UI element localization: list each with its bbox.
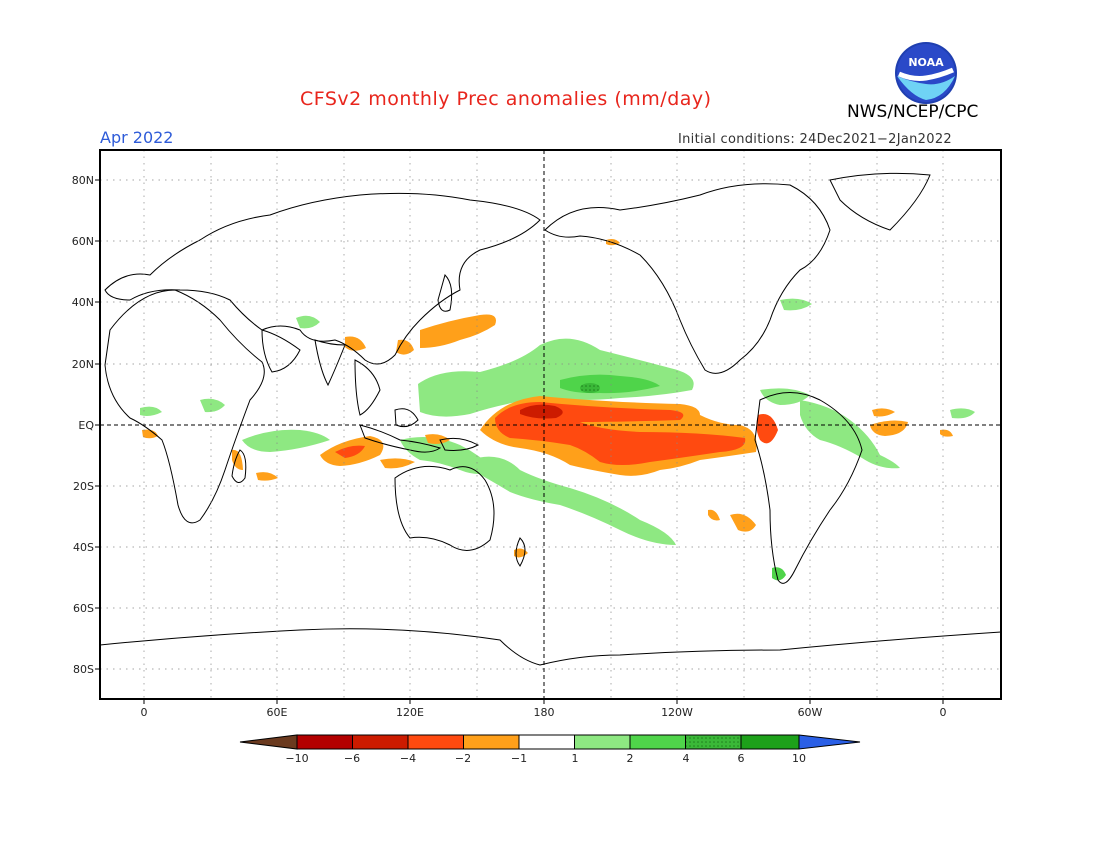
dry-se-pacific-small — [708, 509, 720, 521]
coast-greenland — [829, 172, 931, 231]
dry-east-china — [396, 339, 414, 355]
wet-indian-ocean-south — [242, 429, 330, 452]
coast-arabia — [261, 329, 301, 373]
dry-equatorial-pacific-core — [495, 402, 746, 465]
lat-label: 80N — [72, 174, 94, 187]
colorbar-swatch — [463, 734, 520, 750]
agency-label: NWS/NCEP/CPC — [847, 102, 979, 122]
dry-bay-of-bengal — [345, 336, 366, 351]
colorbar-swatch — [685, 734, 742, 750]
colorbar-swatch — [629, 734, 686, 750]
coast-australia — [394, 465, 495, 551]
wet-hatched-core — [580, 383, 600, 393]
coast-south-america — [754, 392, 863, 584]
dry-gulf-guinea — [142, 429, 158, 439]
colorbar-label: −6 — [344, 752, 360, 765]
coast-new-zealand — [515, 537, 526, 567]
dry-west-pacific — [420, 314, 496, 348]
coast-eurasia — [104, 192, 541, 365]
lat-label: 20S — [73, 480, 94, 493]
coast-japan — [437, 274, 453, 312]
dry-africa-east-coast — [232, 449, 243, 470]
wet-south-america-amazon — [800, 400, 900, 469]
colorbar-label: 10 — [792, 752, 806, 765]
lat-label: EQ — [78, 419, 94, 432]
dry-dateline-max — [520, 404, 563, 419]
colorbar-high-arrow — [798, 734, 861, 750]
lat-label: 20N — [72, 358, 94, 371]
lat-label: 40S — [73, 541, 94, 554]
colorbar-label: −4 — [400, 752, 416, 765]
colorbar-label: 6 — [738, 752, 745, 765]
lat-label: 60N — [72, 235, 94, 248]
wet-arabia — [296, 315, 320, 329]
colorbar-label: −10 — [285, 752, 308, 765]
dry-atlantic-east — [940, 429, 953, 437]
lon-label: 180 — [534, 706, 555, 719]
lon-label: 120E — [396, 706, 424, 719]
lat-label: 80S — [73, 663, 94, 676]
colorbar — [239, 734, 861, 750]
noaa-logo-text: NOAA — [908, 56, 944, 69]
colorbar-swatch — [407, 734, 464, 750]
wet-patagonia — [772, 567, 786, 581]
coast-india — [314, 339, 346, 387]
lon-label: 120W — [661, 706, 693, 719]
colorbar-label: 1 — [572, 752, 579, 765]
initial-conditions: Initial conditions: 24Dec2021−2Jan2022 — [678, 132, 952, 147]
colorbar-swatch — [296, 734, 353, 750]
coast-indonesia — [359, 424, 442, 453]
colorbar-label: 2 — [627, 752, 634, 765]
colorbar-swatch — [518, 734, 575, 750]
wet-west-africa — [140, 406, 162, 416]
dry-anomalies — [142, 239, 953, 558]
colorbar-labels: −10 −6 −4 −2 −1 1 2 4 6 10 — [285, 752, 806, 765]
anomaly-fields — [140, 239, 975, 581]
lat-axis: 80N 60N 40N 20N EQ 20S 40S 60S 80S — [72, 174, 95, 676]
dry-se-pacific — [730, 513, 756, 532]
dry-tropical-atlantic — [870, 420, 908, 436]
map-title: CFSv2 monthly Prec anomalies (mm/day) — [300, 88, 712, 110]
lon-ticks — [143, 699, 944, 704]
lat-label: 40N — [72, 296, 94, 309]
colorbar-label: −2 — [455, 752, 471, 765]
coast-madagascar — [231, 449, 247, 483]
wet-south-pacific-band — [470, 456, 676, 545]
coast-africa — [104, 289, 265, 524]
dry-timor-sea — [380, 458, 415, 469]
lon-label: 0 — [141, 706, 148, 719]
colorbar-label: 4 — [683, 752, 690, 765]
noaa-logo: NOAA — [895, 42, 957, 104]
wet-maritime-continent — [400, 436, 495, 474]
dry-equatorial-atlantic-north — [872, 408, 895, 417]
coast-southeast-asia — [354, 359, 381, 416]
lon-label: 0 — [940, 706, 947, 719]
coast-north-america — [544, 183, 831, 374]
colorbar-label: −1 — [511, 752, 527, 765]
lat-label: 60S — [73, 602, 94, 615]
coast-new-guinea — [439, 437, 480, 451]
colorbar-low-arrow — [239, 734, 298, 750]
lat-ticks — [95, 179, 100, 670]
forecast-month: Apr 2022 — [100, 128, 174, 147]
lon-axis: 0 60E 120E 180 120W 60W 0 — [141, 706, 947, 719]
colorbar-swatch — [574, 734, 631, 750]
coastlines — [100, 172, 1001, 666]
lon-label: 60W — [798, 706, 823, 719]
coast-borneo — [394, 408, 419, 428]
dry-arafura — [425, 434, 450, 444]
dry-south-america-west — [756, 414, 778, 444]
wet-north-atlantic — [780, 298, 812, 311]
wet-east-africa — [200, 398, 225, 413]
colorbar-swatch — [352, 734, 409, 750]
wet-gulf-guinea — [950, 408, 975, 419]
wet-north-pacific-band — [418, 338, 694, 417]
wet-anomalies — [140, 298, 975, 581]
dry-madagascar-east — [256, 472, 278, 481]
coast-antarctica — [100, 628, 1001, 666]
dry-indian-ocean-core — [335, 445, 365, 458]
colorbar-swatch — [740, 734, 800, 750]
lon-label: 60E — [267, 706, 288, 719]
